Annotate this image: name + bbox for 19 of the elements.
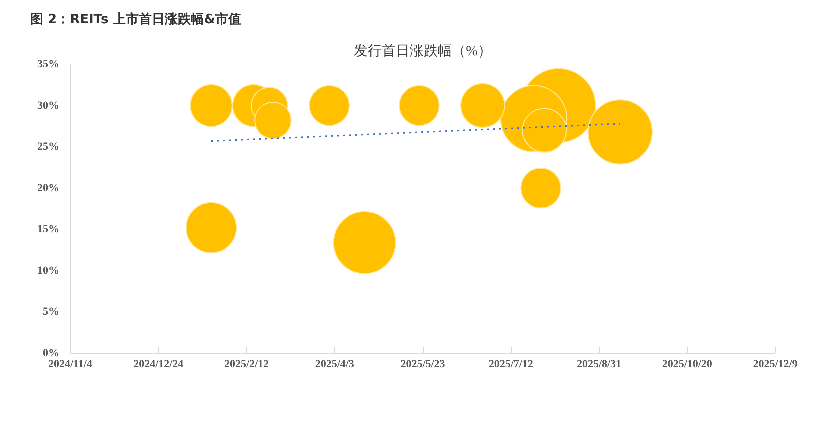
y-tick-label: 25% — [38, 141, 60, 154]
x-tick-label: 2025/4/3 — [315, 358, 355, 370]
x-tick-label: 2024/12/24 — [134, 358, 184, 370]
y-tick-label: 0% — [43, 348, 60, 360]
chart-subtitle: 发行首日涨跌幅（%） — [354, 44, 492, 60]
x-tick-label: 2025/10/20 — [662, 358, 713, 370]
y-tick-label: 35% — [38, 58, 60, 70]
y-tick-label: 5% — [43, 306, 60, 318]
y-tick-label: 10% — [38, 264, 60, 277]
x-tick-label: 2025/5/23 — [400, 358, 446, 370]
x-tick-label: 2024/11/4 — [48, 358, 94, 370]
x-tick-label: 2025/12/9 — [753, 358, 798, 370]
x-tick-label: 2025/8/31 — [576, 358, 622, 370]
x-tick-label: 2025/7/12 — [488, 358, 534, 370]
y-tick-label: 20% — [38, 182, 60, 194]
y-tick-label: 30% — [38, 100, 60, 112]
y-tick-label: 15% — [38, 224, 60, 236]
chart-title: 图 2：REITs 上市首日涨跌幅&市值 — [30, 12, 242, 28]
x-tick-label: 2025/2/12 — [224, 358, 270, 370]
